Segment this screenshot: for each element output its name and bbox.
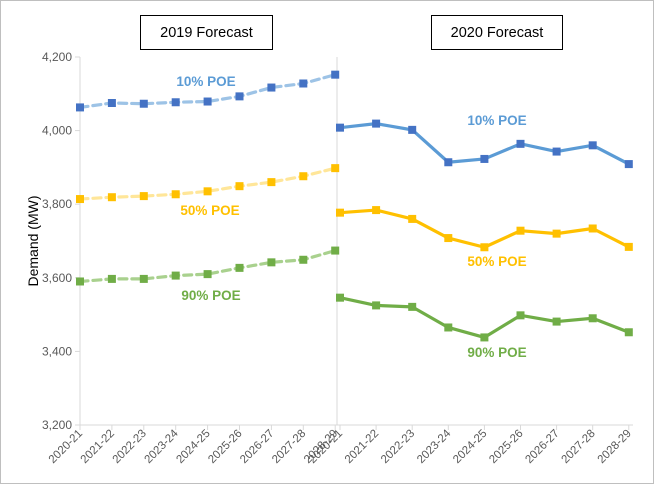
x-tick-label: 2023-24: [415, 427, 454, 466]
data-point-1-1: [444, 234, 453, 243]
data-point-0-1: [171, 190, 180, 199]
data-point-1-2: [480, 333, 489, 342]
data-point-0-1: [139, 192, 148, 201]
series-line-0-0: [78, 73, 337, 110]
x-tick-label: 2027-28: [270, 428, 308, 466]
y-tick-label: 4,200: [42, 50, 72, 64]
y-axis-title: Demand (MW): [25, 195, 41, 286]
y-tick-label: 3,400: [42, 344, 72, 358]
data-point-0-2: [267, 258, 276, 267]
y-tick-label: 3,600: [42, 271, 72, 285]
x-tick-label: 2024-25: [451, 428, 489, 466]
data-point-1-1: [336, 208, 344, 217]
x-tick-label: 2022-23: [379, 428, 417, 466]
data-point-1-0: [372, 119, 381, 128]
series-label-1-0: 10% POE: [467, 113, 526, 128]
data-point-0-0: [267, 83, 276, 92]
series-line-1-2: [338, 296, 631, 340]
series-label-0-2: 90% POE: [181, 288, 240, 303]
data-point-1-0: [408, 125, 417, 134]
series-label-0-1: 50% POE: [180, 203, 239, 218]
series-line-0-1: [78, 166, 337, 201]
x-tick-label: 2025-26: [487, 428, 525, 466]
data-point-1-0: [336, 123, 344, 132]
data-point-1-2: [516, 311, 525, 320]
y-tick-label: 3,800: [42, 197, 72, 211]
data-point-0-0: [139, 99, 148, 108]
chart-title-2019: 2019 Forecast: [140, 15, 273, 50]
data-point-0-1: [331, 164, 340, 173]
data-point-1-2: [408, 302, 417, 311]
series-label-1-2: 90% POE: [467, 345, 526, 360]
series-line-0-2: [78, 248, 337, 284]
x-tick-label: 2026-27: [523, 428, 561, 466]
data-point-0-0: [76, 103, 84, 112]
data-point-1-0: [552, 147, 561, 156]
series-label-1-1: 50% POE: [467, 254, 526, 269]
data-point-1-0: [588, 141, 597, 150]
data-point-1-0: [480, 154, 489, 163]
data-point-0-1: [299, 172, 308, 181]
data-point-1-2: [372, 301, 381, 310]
chart-title-2020: 2020 Forecast: [431, 15, 563, 50]
data-point-1-1: [516, 226, 525, 235]
data-point-0-2: [203, 270, 212, 279]
x-tick-label: 2022-23: [111, 428, 149, 466]
data-point-0-0: [235, 92, 244, 101]
data-point-0-2: [107, 274, 116, 283]
data-point-0-2: [171, 271, 180, 280]
data-point-0-0: [107, 99, 116, 107]
data-point-0-2: [139, 274, 148, 283]
series-line-1-1: [338, 208, 631, 249]
x-tick-label: 2021-22: [79, 428, 117, 466]
data-point-1-2: [552, 317, 561, 326]
x-tick-label: 2020-21: [47, 428, 85, 466]
data-point-0-1: [203, 187, 212, 196]
data-point-1-1: [480, 243, 489, 252]
x-tick-label: 2024-25: [174, 428, 212, 466]
data-point-1-1: [552, 229, 561, 238]
data-point-1-2: [444, 323, 453, 332]
data-point-0-2: [299, 255, 308, 264]
x-tick-label: 2028-29: [596, 428, 634, 466]
data-point-1-1: [588, 224, 597, 233]
data-point-0-0: [299, 79, 308, 88]
data-point-0-1: [107, 193, 116, 202]
data-point-0-0: [331, 70, 340, 79]
data-point-0-2: [331, 246, 340, 255]
data-point-1-0: [516, 139, 525, 148]
data-point-0-2: [76, 277, 84, 286]
y-tick-label: 3,200: [42, 418, 72, 432]
data-point-1-1: [624, 242, 633, 251]
data-point-1-2: [624, 328, 633, 337]
data-point-0-1: [235, 182, 244, 191]
series-label-0-0: 10% POE: [176, 74, 235, 89]
data-point-0-0: [171, 98, 180, 107]
x-tick-label: 2021-22: [343, 428, 381, 466]
data-point-0-0: [203, 97, 212, 106]
x-tick-label: 2026-27: [238, 428, 276, 466]
x-tick-label: 2023-24: [142, 427, 181, 466]
data-point-0-2: [235, 263, 244, 272]
data-point-1-2: [588, 314, 597, 323]
data-point-0-1: [76, 195, 84, 204]
data-point-1-2: [336, 293, 344, 302]
data-point-1-0: [444, 158, 453, 167]
x-tick-label: 2027-28: [559, 428, 597, 466]
x-tick-label: 2025-26: [206, 428, 244, 466]
data-point-0-1: [267, 178, 276, 187]
y-tick-label: 4,000: [42, 124, 72, 138]
data-point-1-1: [372, 206, 381, 215]
data-point-1-0: [624, 160, 633, 169]
data-point-1-1: [408, 214, 417, 223]
